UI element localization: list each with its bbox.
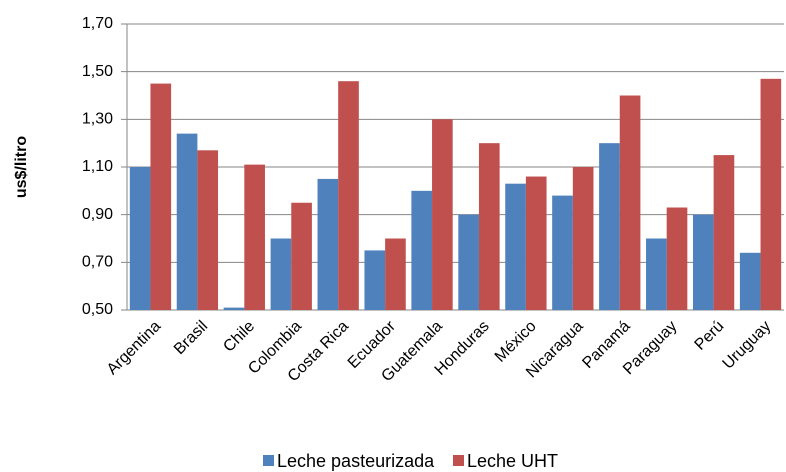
bar (150, 83, 172, 310)
y-axis-label: us$/litro (13, 136, 30, 198)
legend-swatch (453, 455, 464, 466)
bar (270, 238, 292, 310)
bar (552, 195, 573, 310)
bar (338, 81, 359, 310)
bar (599, 143, 620, 310)
bar (458, 214, 479, 310)
x-tick-label: Argentina (104, 318, 165, 379)
bar (713, 155, 735, 310)
bar (432, 119, 453, 310)
bar (760, 78, 782, 310)
bar (411, 190, 433, 310)
bar (739, 252, 761, 310)
bar (525, 176, 547, 310)
x-tick-label: Brasil (171, 318, 211, 358)
x-tick-label: Uruguay (720, 318, 775, 373)
bar (505, 183, 526, 310)
bar (478, 143, 500, 310)
bar (666, 207, 688, 310)
y-tick-label: 1,30 (82, 111, 113, 128)
y-tick-label: 1,50 (82, 63, 113, 80)
x-tick-label: Chile (220, 318, 258, 356)
bar (317, 178, 339, 310)
legend-label: Leche pasteurizada (277, 451, 435, 471)
y-tick-label: 1,10 (82, 158, 113, 175)
bar (244, 164, 265, 310)
y-tick-label: 1,70 (82, 15, 113, 32)
bar (364, 250, 386, 310)
legend-swatch (263, 455, 274, 466)
bar (646, 238, 667, 310)
bar (129, 167, 151, 310)
bar (572, 167, 594, 310)
y-tick-label: 0,50 (82, 301, 113, 318)
x-tick-label: Perú (691, 318, 727, 354)
bar (223, 307, 245, 310)
bar (692, 214, 714, 310)
bar (291, 202, 312, 310)
legend-label: Leche UHT (467, 451, 558, 471)
bar (197, 150, 219, 310)
bar (176, 133, 198, 310)
y-tick-label: 0,70 (82, 254, 113, 271)
y-tick-label: 0,90 (82, 206, 113, 223)
bar (385, 238, 406, 310)
bar (619, 95, 641, 310)
